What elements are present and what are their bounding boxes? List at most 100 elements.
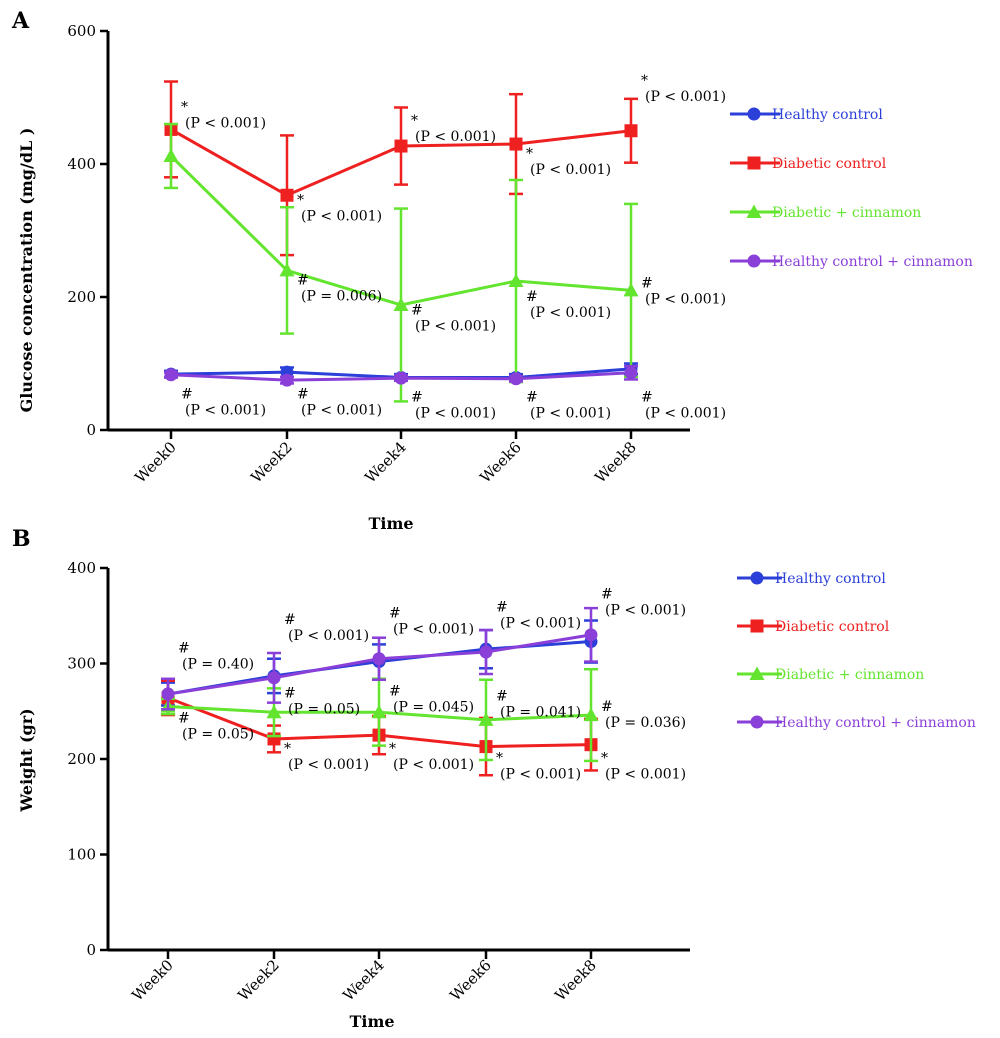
significance-marker: #	[496, 600, 508, 616]
legend-b: Healthy control Diabetic control Diabetic …	[737, 571, 976, 731]
legend-item: Diabetic control	[737, 619, 890, 635]
data-point	[279, 262, 295, 277]
legend-marker	[750, 619, 764, 633]
data-point	[624, 124, 638, 138]
significance-marker: #	[526, 389, 538, 405]
p-value-label: (P < 0.001)	[185, 115, 266, 131]
y-tick-label: 0	[86, 941, 96, 959]
annotations-a: *(P < 0.001)*(P < 0.001)*(P < 0.001)*(P …	[181, 73, 726, 422]
x-tick-label: Week8	[551, 956, 600, 1005]
significance-marker: #	[178, 641, 190, 657]
p-value-label: (P < 0.001)	[500, 616, 581, 632]
legend-label: Diabetic + cinnamon	[775, 667, 924, 683]
significance-marker: #	[411, 389, 423, 405]
significance-marker: *	[526, 146, 533, 162]
panel-b: B 0 100 200 300 400 Week0 Week2 Week4 Week6 Week8…	[12, 526, 976, 1031]
x-tick-label: Week8	[591, 438, 640, 487]
significance-marker: #	[389, 684, 401, 700]
legend-item: Diabetic + cinnamon	[737, 666, 924, 683]
p-value-label: (P = 0.05)	[182, 726, 254, 742]
y-axis-title-b: Weight (gr)	[17, 708, 36, 812]
legend-marker	[750, 571, 764, 585]
y-tick-label: 100	[67, 846, 96, 864]
p-value-label: (P < 0.001)	[393, 621, 474, 637]
significance-marker: *	[411, 113, 418, 129]
p-value-label: (P < 0.001)	[288, 628, 369, 644]
significance-marker: *	[389, 741, 396, 757]
legend-item: Diabetic control	[730, 156, 887, 172]
significance-marker: *	[297, 193, 304, 209]
data-point	[584, 628, 598, 642]
panel-letter-a: A	[11, 8, 30, 34]
p-value-label: (P = 0.05)	[288, 702, 360, 718]
data-point	[583, 707, 599, 722]
x-tick-label: Week0	[131, 438, 180, 487]
p-value-label: (P < 0.001)	[500, 767, 581, 783]
y-tick-label: 200	[67, 288, 96, 306]
p-value-label: (P < 0.001)	[605, 767, 686, 783]
panel-letter-b: B	[12, 526, 31, 552]
data-point	[164, 368, 178, 382]
legend-marker	[747, 254, 761, 268]
significance-marker: #	[601, 699, 613, 715]
significance-marker: #	[496, 688, 508, 704]
x-axis-title-a: Time	[368, 514, 413, 533]
x-axis-title-b: Time	[349, 1012, 394, 1031]
legend-marker	[750, 715, 764, 729]
significance-marker: #	[297, 387, 309, 403]
x-tick-label: Week4	[339, 956, 388, 1005]
data-point	[372, 652, 386, 666]
significance-marker: *	[641, 73, 648, 89]
x-tick-label: Week4	[361, 438, 410, 487]
significance-marker: #	[297, 272, 309, 288]
legend-marker	[746, 204, 762, 218]
series-healthy-control-cinnamon	[161, 606, 598, 711]
p-value-label: (P = 0.006)	[301, 288, 382, 304]
legend-label: Diabetic control	[775, 619, 890, 635]
legend-marker	[747, 156, 761, 170]
data-point	[394, 139, 408, 153]
axes-b: 0 100 200 300 400 Week0 Week2 Week4 Week6 Week8	[67, 559, 690, 1005]
x-tick-label: Week2	[247, 438, 296, 487]
legend-marker	[749, 666, 765, 680]
p-value-label: (P = 0.40)	[182, 657, 254, 673]
p-value-label: (P < 0.001)	[185, 403, 266, 419]
significance-marker: #	[178, 710, 190, 726]
legend-label: Diabetic + cinnamon	[772, 205, 921, 221]
significance-marker: #	[641, 276, 653, 292]
p-value-label: (P < 0.001)	[415, 405, 496, 421]
significance-marker: #	[284, 686, 296, 702]
x-tick-label: Week6	[446, 956, 495, 1005]
data-point	[623, 282, 639, 297]
legend-label: Healthy control + cinnamon	[772, 254, 973, 270]
p-value-label: (P < 0.001)	[415, 318, 496, 334]
legend-label: Healthy control	[772, 107, 883, 123]
p-value-label: (P < 0.001)	[393, 757, 474, 773]
data-point	[509, 137, 523, 151]
series-healthy-control-cinnamon	[164, 364, 638, 387]
p-value-label: (P < 0.001)	[530, 405, 611, 421]
p-value-label: (P < 0.001)	[645, 405, 726, 421]
data-point	[393, 297, 409, 311]
y-tick-label: 400	[67, 155, 96, 173]
data-point	[163, 148, 179, 163]
data-point	[280, 373, 294, 387]
significance-marker: #	[411, 302, 423, 318]
data-point	[267, 671, 281, 685]
p-value-label: (P = 0.036)	[605, 715, 686, 731]
significance-marker: #	[284, 612, 296, 628]
p-value-label: (P < 0.001)	[301, 209, 382, 225]
legend-item: Healthy control	[730, 107, 883, 123]
p-value-label: (P < 0.001)	[530, 305, 611, 321]
significance-marker: *	[284, 741, 291, 757]
significance-marker: *	[601, 751, 608, 767]
significance-marker: #	[526, 289, 538, 305]
p-value-label: (P < 0.001)	[605, 602, 686, 618]
data-point	[266, 704, 282, 719]
data-point	[280, 188, 294, 202]
data-point	[508, 273, 524, 288]
p-value-label: (P < 0.001)	[645, 292, 726, 308]
legend-item: Healthy control	[737, 571, 886, 587]
